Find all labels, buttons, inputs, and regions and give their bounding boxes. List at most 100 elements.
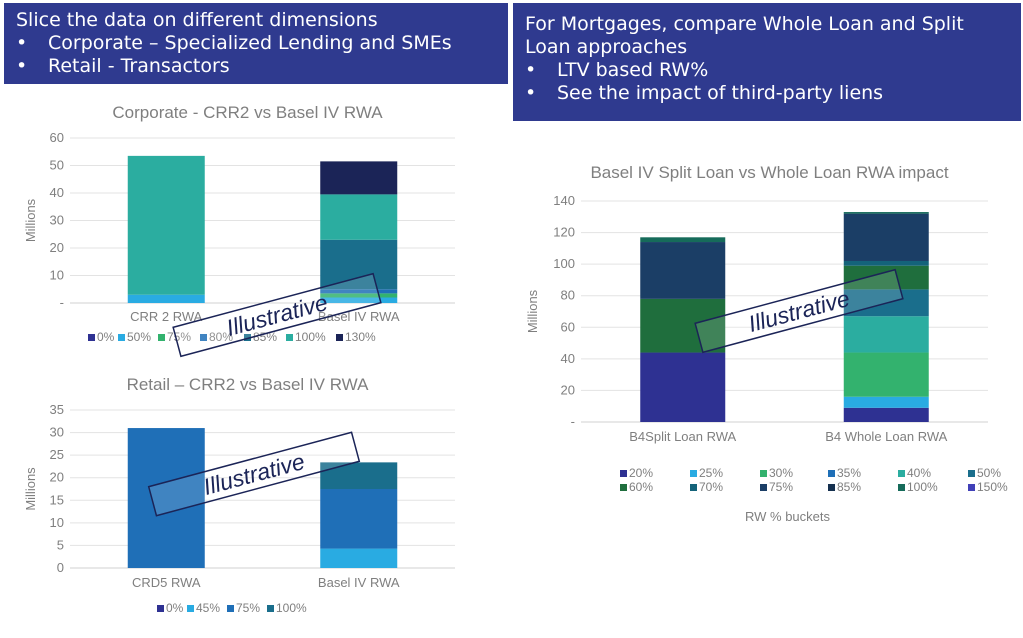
bar-segment-60pct [843,265,929,290]
legend-label: 35% [837,466,861,480]
legend-label: 100% [295,330,326,344]
x-tick-label: CRD5 RWA [132,575,201,590]
legend-label: 80% [209,330,233,344]
legend-swatch [690,484,697,491]
x-tick-label: B4 Whole Loan RWA [825,429,947,444]
y-tick-label: 140 [553,193,575,208]
y-tick-label: 10 [50,268,64,283]
bar-segment-50pct [127,294,205,303]
bar-segment-45pct [320,548,398,568]
y-tick-label: - [571,414,575,429]
y-tick-label: 100 [553,256,575,271]
legend-swatch [200,334,207,341]
chart-corporate: Corporate - CRR2 vs Basel IV RWA - 10 20 30 4… [0,88,510,358]
x-tick-label: CRR 2 RWA [130,309,203,324]
watermark-frame [147,431,361,517]
legend-swatch [968,470,975,477]
legend-swatch [158,334,165,341]
legend-label: 100% [907,480,938,494]
legend-label: 0% [97,330,115,344]
legend-label: 30% [769,466,793,480]
chart-title: Retail – CRR2 vs Basel IV RWA [127,375,370,394]
y-tick-label: 20 [561,382,575,397]
y-tick-label: 0 [57,560,64,575]
bar-segment-100pct [640,237,726,243]
legend-swatch [760,484,767,491]
x-tick-label: Basel IV RWA [318,309,400,324]
y-tick-label: 60 [561,319,575,334]
chart-mortgage: Basel IV Split Loan vs Whole Loan RWA im… [513,150,1023,533]
legend-label: 70% [699,480,723,494]
legend-swatch [244,334,251,341]
callout-left-bullet: Corporate – Specialized Lending and SMEs [16,32,508,55]
y-tick-label: 10 [50,515,64,530]
y-tick-label: 30 [50,213,64,228]
bar-segment-20pct [843,407,929,422]
bar-segment-60pct [640,298,726,353]
legend-swatch [336,334,343,341]
callout-right-title: For Mortgages, compare Whole Loan and Sp… [525,13,964,58]
legend-label: 50% [127,330,151,344]
chart-retail: Retail – CRR2 vs Basel IV RWA 0 5 10 15 20 25 3… [0,365,510,633]
bar-segment-75pct [843,213,929,261]
y-tick-label: 60 [50,130,64,145]
legend-label: 60% [629,480,653,494]
y-tick-label: 20 [50,240,64,255]
bar-segment-75pct [127,428,205,568]
legend-label: 20% [629,466,653,480]
y-axis-label: Millions [23,467,38,511]
y-tick-label: 20 [50,470,64,485]
legend-label: 85% [837,480,861,494]
y-tick-label: 40 [561,351,575,366]
watermark-text: Illustrative [746,285,853,337]
bar-segment-80pct [320,289,398,294]
legend-swatch [286,334,293,341]
bar-segment-75pct [320,293,398,298]
callout-left: Slice the data on different dimensions C… [4,3,508,84]
legend-swatch [828,470,835,477]
legend-label: 45% [196,601,220,615]
legend-label: 0% [166,601,184,615]
callout-left-bullet: Retail - Transactors [16,55,508,78]
legend-swatch [828,484,835,491]
legend-swatch [760,470,767,477]
bar-segment-75pct [320,489,398,549]
callout-right-list: LTV based RW% See the impact of third-pa… [525,59,1011,105]
x-tick-label: B4Split Loan RWA [629,429,736,444]
y-tick-label: 5 [57,537,64,552]
bar-segment-100pct [843,212,929,214]
bar-segment-130pct [320,161,398,195]
bar-segment-50pct [320,297,398,303]
callout-left-title: Slice the data on different dimensions [16,9,378,31]
legend-swatch [690,470,697,477]
bar-segment-70pct [843,260,929,266]
x-axis-label: RW % buckets [745,509,831,524]
bar-segment-25pct [843,396,929,408]
y-tick-label: 120 [553,225,575,240]
legend-label: 100% [276,601,307,615]
legend-swatch [620,484,627,491]
legend-swatch [968,484,975,491]
legend-label: 150% [977,480,1008,494]
legend-label: 85% [253,330,277,344]
y-tick-label: 30 [50,425,64,440]
chart-corporate-svg: Corporate - CRR2 vs Basel IV RWA - 10 20 30 4… [23,103,455,358]
legend-label: 75% [769,480,793,494]
watermark-frame [172,272,382,358]
legend-swatch [157,605,164,612]
bar-segment-100pct [320,194,398,240]
y-tick-label: 15 [50,492,64,507]
bar-segment-20pct [640,352,726,422]
bar-segment-30pct [843,352,929,397]
callout-left-list: Corporate – Specialized Lending and SMEs… [16,32,508,78]
legend-swatch [267,605,274,612]
legend-swatch [227,605,234,612]
bar-segment-85pct [320,239,398,290]
chart-mortgage-svg: Basel IV Split Loan vs Whole Loan RWA im… [525,163,1008,524]
y-tick-label: 80 [561,288,575,303]
y-axis-label: Millions [23,198,38,242]
chart-title: Corporate - CRR2 vs Basel IV RWA [112,103,383,122]
legend-swatch [88,334,95,341]
bar-segment-100pct [320,462,398,489]
chart-title: Basel IV Split Loan vs Whole Loan RWA im… [590,163,948,182]
